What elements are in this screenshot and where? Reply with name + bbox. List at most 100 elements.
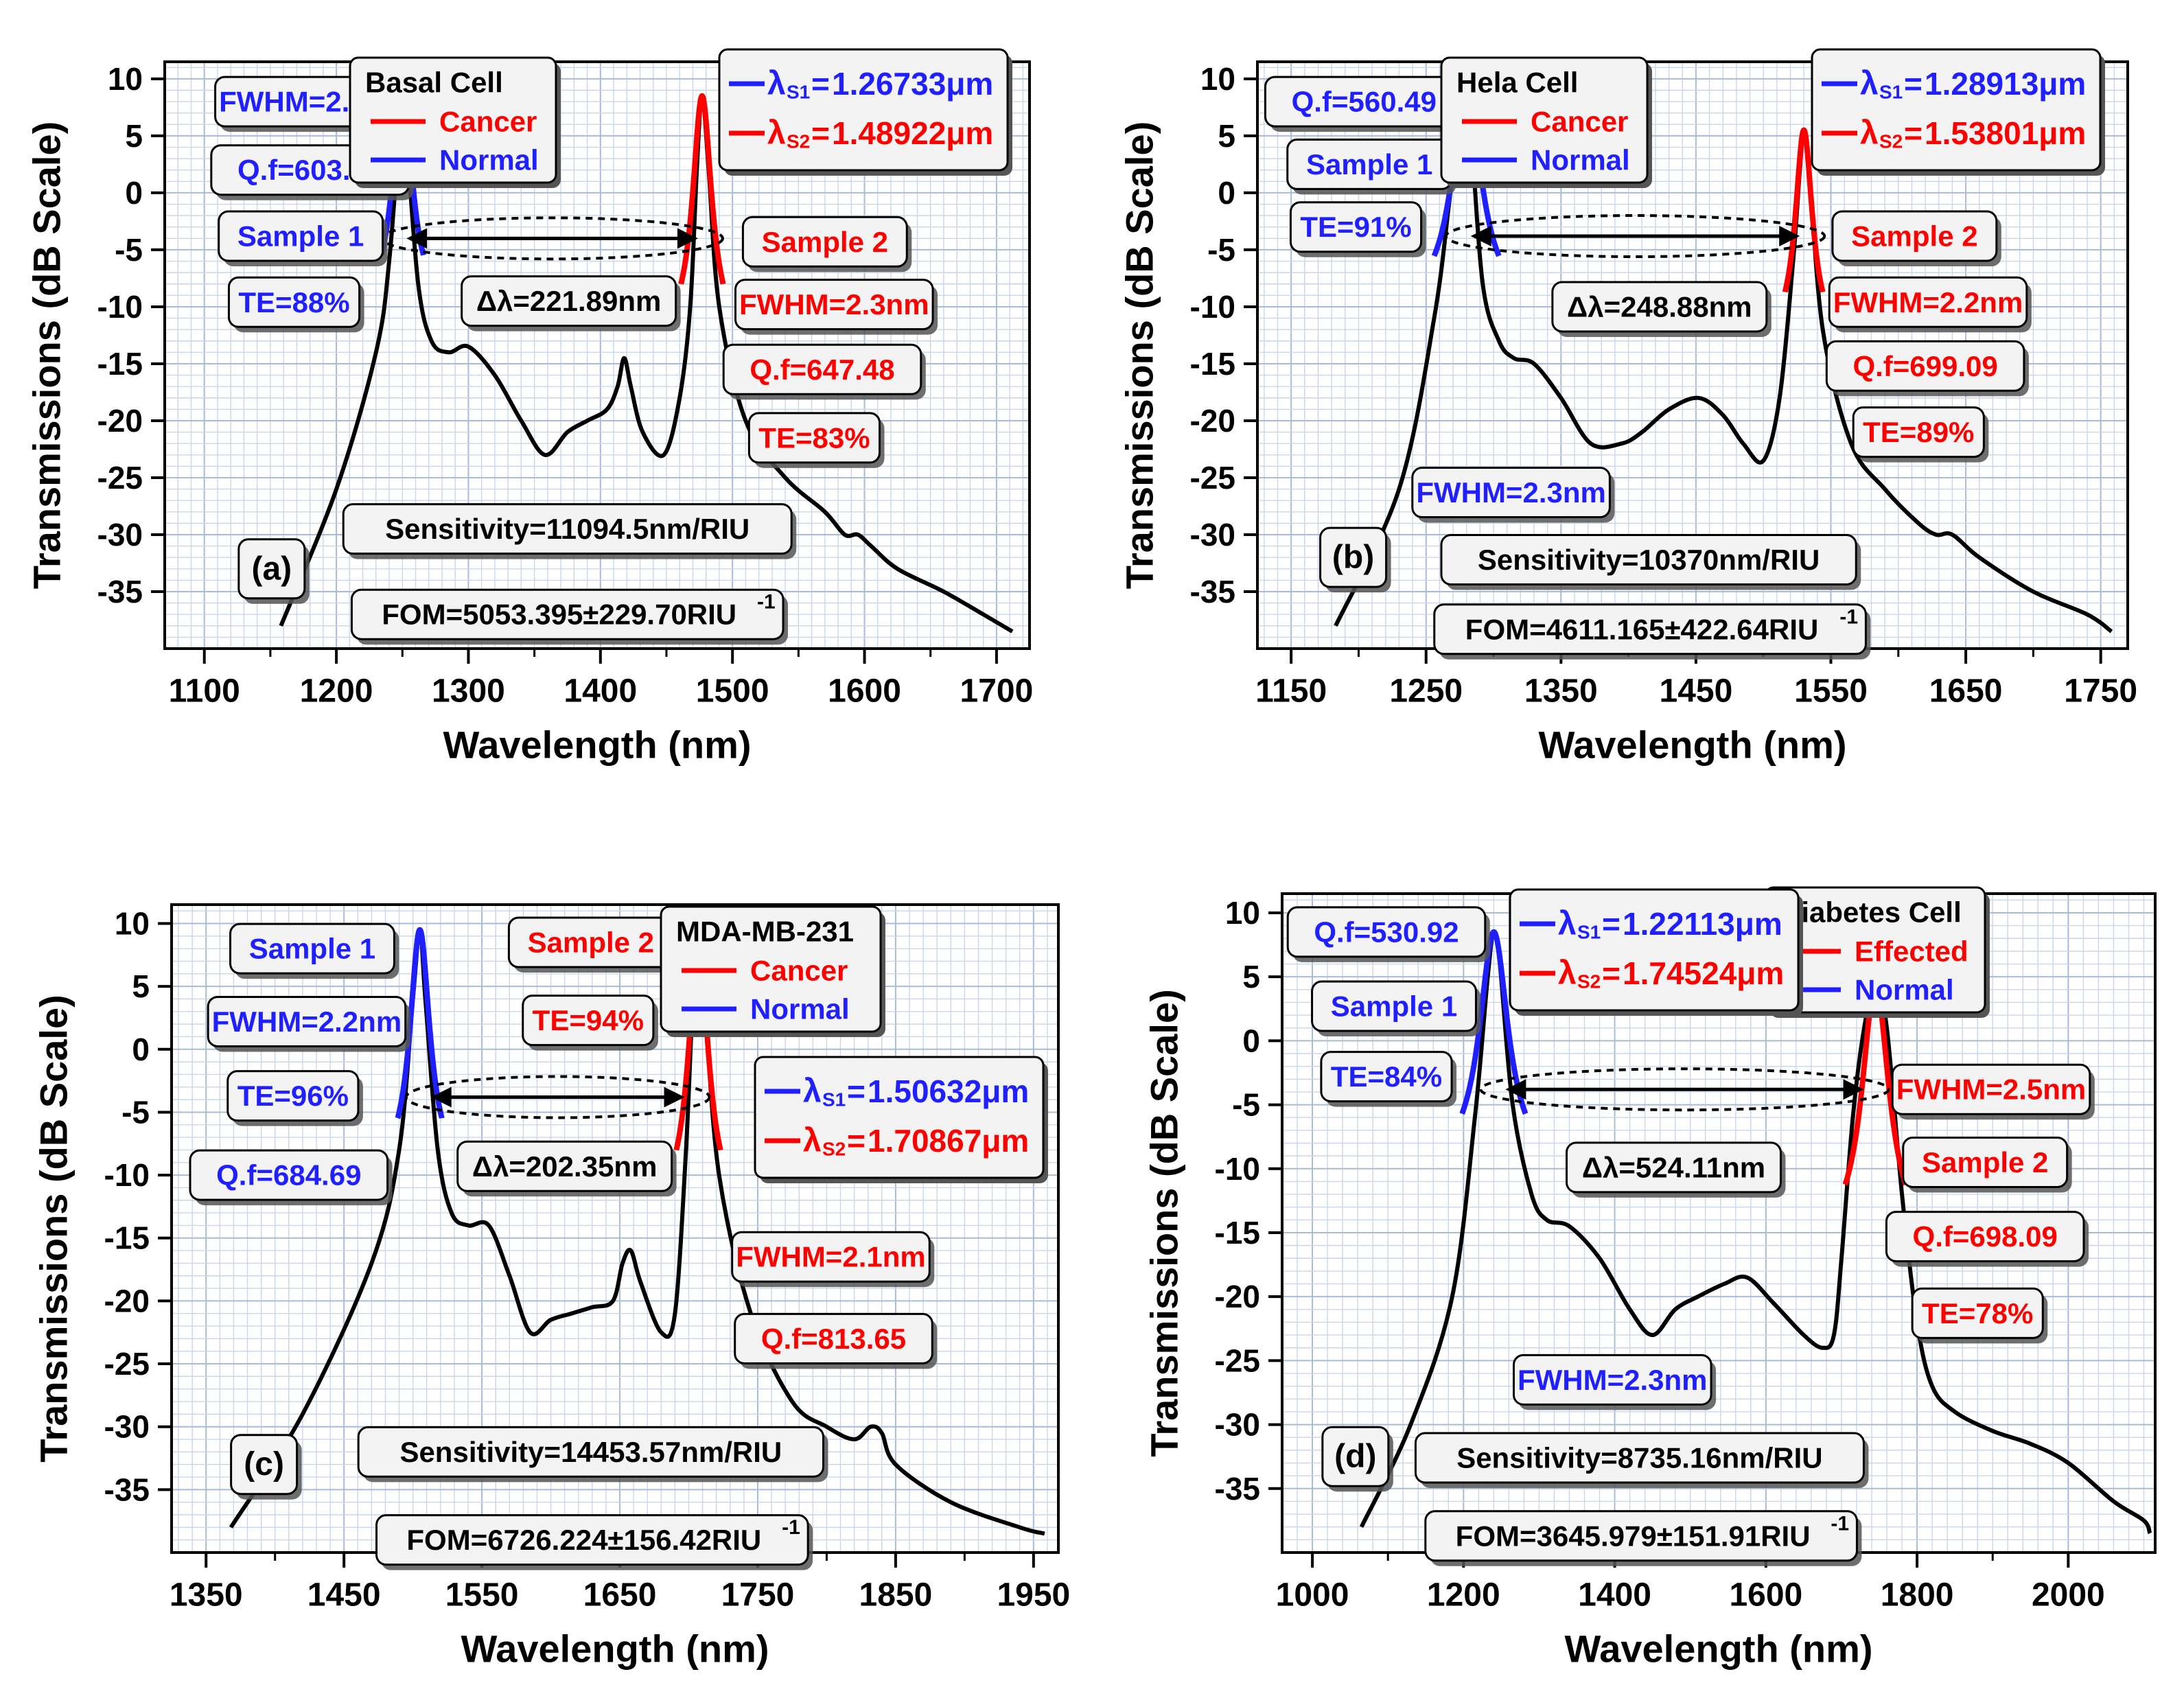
x-tick-label: 1300 bbox=[432, 673, 505, 710]
x-tick-label: 1400 bbox=[1578, 1577, 1651, 1614]
y-tick-label: -30 bbox=[97, 517, 143, 553]
cancer-resonance-peak bbox=[1782, 127, 1826, 293]
x-tick-label: 1700 bbox=[960, 673, 1034, 710]
y-tick-label: -20 bbox=[97, 403, 143, 439]
y-tick-label: 10 bbox=[1225, 895, 1260, 931]
y-axis-label: Transmissions (dB Scale) bbox=[1118, 121, 1161, 590]
delta-lambda-ellipse bbox=[1479, 1067, 1890, 1112]
annotation-text: Sensitivity=11094.5nm/RIU bbox=[385, 513, 750, 545]
annotation-text: Q.f=698.09 bbox=[1913, 1220, 2058, 1253]
annotation-box bbox=[1902, 1136, 2069, 1188]
lambda-equals: = bbox=[811, 66, 830, 102]
legend-title: Diabetes Cell bbox=[1780, 896, 1962, 929]
delta-lambda-ellipse bbox=[1444, 214, 1826, 259]
lambda-subscript: S1 bbox=[787, 82, 810, 103]
annotation-text: Q.f=699.09 bbox=[1852, 350, 1997, 382]
x-tick-label: 1750 bbox=[2064, 673, 2137, 710]
y-tick-label: -30 bbox=[1215, 1407, 1260, 1443]
annotation-box bbox=[1828, 276, 2028, 328]
y-tick-label: -25 bbox=[1190, 460, 1235, 496]
y-axis-label: Transmissions (dB Scale) bbox=[1143, 989, 1186, 1457]
y-tick-label: -30 bbox=[1190, 517, 1235, 553]
annotation-text: FWHM=2.2nm bbox=[1833, 286, 2023, 318]
lambda-symbol: λ bbox=[767, 115, 786, 152]
annotation-text: TE=96% bbox=[237, 1080, 349, 1112]
annotation-text: TE=78% bbox=[1922, 1297, 2033, 1329]
y-tick-label: -15 bbox=[1190, 346, 1235, 382]
annotation-text: Sample 2 bbox=[1922, 1146, 2048, 1178]
y-tick-label: 0 bbox=[125, 175, 143, 211]
y-tick-label: 0 bbox=[1218, 175, 1235, 211]
arrow-head-left bbox=[430, 1086, 452, 1108]
y-tick-label: -5 bbox=[1207, 232, 1235, 268]
y-tick-label: -25 bbox=[97, 460, 143, 496]
x-tick-label: 1500 bbox=[696, 673, 769, 710]
normal-resonance-peak bbox=[395, 927, 445, 1119]
annotation-text: FWHM=2.3nm bbox=[1416, 476, 1606, 509]
annotation-box bbox=[1885, 1211, 2085, 1263]
x-tick-label: 1150 bbox=[1255, 673, 1327, 710]
y-tick-label: -20 bbox=[104, 1283, 150, 1318]
y-tick-label: -35 bbox=[104, 1472, 150, 1507]
annotation-text: Δλ=248.88nm bbox=[1567, 290, 1752, 323]
y-tick-label: 0 bbox=[1242, 1023, 1260, 1058]
lambda-equals: = bbox=[1904, 115, 1922, 151]
annotation-box bbox=[1289, 201, 1423, 253]
legend-label: Effected bbox=[1855, 936, 1968, 968]
superscript: -1 bbox=[782, 1516, 800, 1539]
annotation-text: (b) bbox=[1332, 539, 1374, 576]
lambda-equals: = bbox=[1602, 906, 1620, 942]
chart-panel-4: 1000 1200 1400 1600 1800 2000 10 5 0 -5 -10 -15 -20 -… bbox=[1143, 886, 2157, 1671]
lambda-subscript: S2 bbox=[1879, 131, 1903, 152]
annotation-box bbox=[456, 1140, 673, 1192]
lambda-equals: = bbox=[847, 1073, 866, 1109]
annotation-text: Q.f=560.49 bbox=[1292, 86, 1437, 118]
y-tick-label: -35 bbox=[1190, 574, 1235, 609]
delta-lambda-ellipse bbox=[404, 1075, 711, 1119]
annotation-text: TE=88% bbox=[238, 286, 349, 318]
annotation-box bbox=[1440, 534, 1857, 586]
annotation-box bbox=[522, 995, 655, 1047]
y-tick-label: -10 bbox=[104, 1157, 150, 1193]
x-axis-label: Wavelength (nm) bbox=[461, 1627, 769, 1671]
x-axis-label: Wavelength (nm) bbox=[443, 723, 751, 767]
superscript: -1 bbox=[1831, 1512, 1849, 1535]
annotation-box bbox=[189, 1149, 389, 1201]
legend-label: Cancer bbox=[750, 955, 848, 987]
y-tick-label: -35 bbox=[1215, 1471, 1260, 1507]
x-tick-label: 1650 bbox=[583, 1577, 657, 1614]
x-tick-label: 1450 bbox=[1660, 673, 1733, 710]
x-axis-label: Wavelength (nm) bbox=[1564, 1627, 1872, 1671]
annotation-box bbox=[747, 412, 881, 464]
annotation-box bbox=[1311, 980, 1477, 1032]
lambda-equals: = bbox=[1904, 66, 1922, 102]
annotation-text: FWHM=2.5nm bbox=[1896, 1073, 2087, 1106]
y-tick-label: -20 bbox=[1215, 1279, 1260, 1314]
legend-box bbox=[1440, 56, 1649, 184]
annotation-text: TE=83% bbox=[758, 421, 870, 454]
annotation-box bbox=[1512, 1353, 1712, 1406]
lambda-subscript: S1 bbox=[1577, 922, 1601, 943]
lambda-symbol: λ bbox=[803, 1073, 822, 1110]
annotation-text: TE=89% bbox=[1863, 416, 1974, 448]
annotation-text: (c) bbox=[244, 1446, 284, 1483]
annotation-box bbox=[218, 210, 384, 262]
annotation-box bbox=[1565, 1141, 1782, 1194]
arrow-head-right bbox=[664, 1086, 685, 1108]
annotation-box bbox=[1551, 281, 1768, 333]
lambda-value: 1.50632μm bbox=[868, 1073, 1029, 1109]
lambda-subscript: S2 bbox=[787, 131, 810, 152]
annotation-box bbox=[1852, 406, 1985, 458]
legend-label: Cancer bbox=[439, 106, 537, 138]
annotation-box bbox=[342, 503, 793, 555]
annotation-box bbox=[1825, 340, 2025, 392]
y-tick-label: 10 bbox=[108, 61, 143, 97]
plot-frame bbox=[163, 60, 1031, 650]
annotation-text: TE=94% bbox=[533, 1004, 644, 1036]
arrow-head-right bbox=[677, 228, 698, 249]
x-tick-label: 1950 bbox=[997, 1577, 1070, 1614]
normal-resonance-peak bbox=[1459, 929, 1529, 1115]
chart-panel-3: 1350 1450 1550 1650 1750 1850 1950 10 5 0 -5 -10 -15… bbox=[32, 903, 1070, 1671]
lambda-value: 1.26733μm bbox=[832, 66, 993, 102]
annotation-text: Sample 1 bbox=[1306, 148, 1432, 181]
